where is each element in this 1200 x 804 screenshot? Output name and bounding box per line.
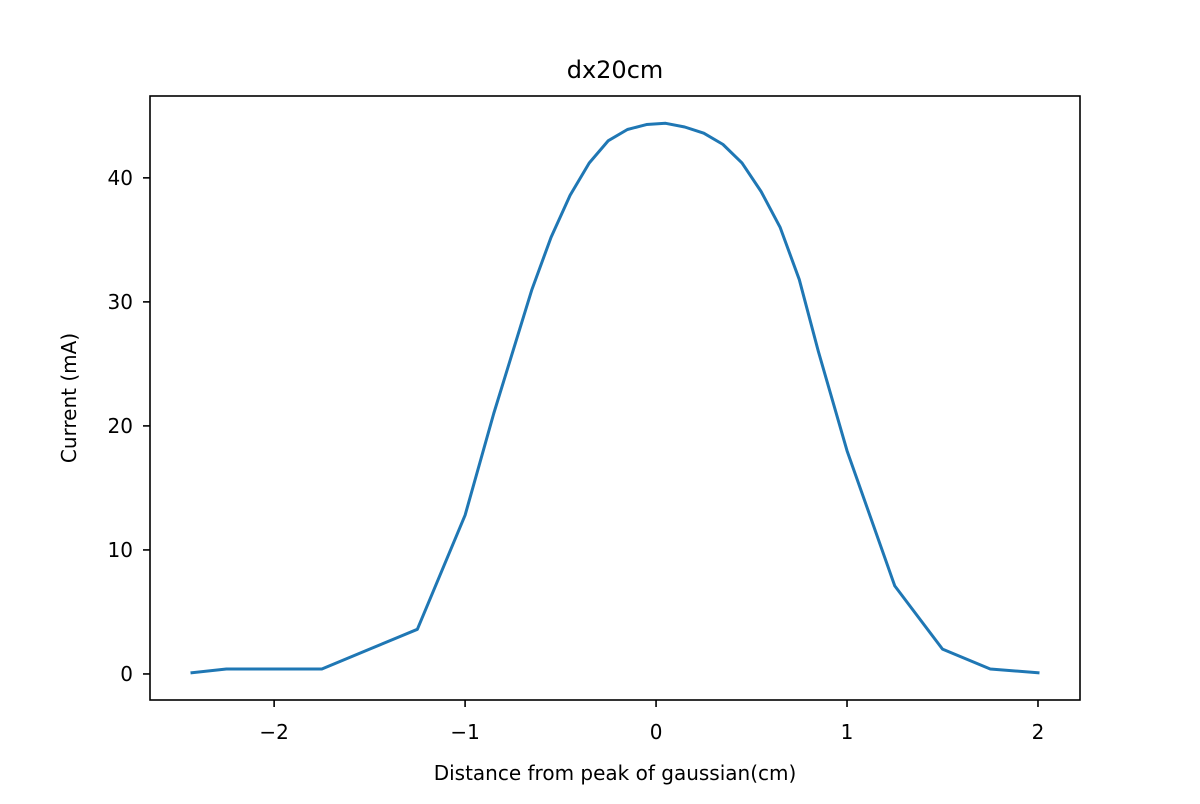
x-tick-label-4: 2 [1032,720,1045,744]
y-tick-label-4: 40 [108,166,133,190]
series-line-0 [190,121,1040,675]
y-tick-label-1: 10 [108,538,133,562]
x-tick-label-0: −2 [259,720,288,744]
chart-title: dx20cm [567,56,664,84]
x-tick-label-3: 1 [841,720,854,744]
x-axis-label: Distance from peak of gaussian(cm) [434,761,797,785]
x-tick-label-1: −1 [450,720,479,744]
x-tick-label-2: 0 [650,720,663,744]
y-tick-label-0: 0 [120,662,133,686]
y-tick-label-2: 20 [108,414,133,438]
y-axis-label: Current (mA) [57,333,81,463]
y-tick-label-3: 30 [108,290,133,314]
plot-frame [149,95,1081,701]
